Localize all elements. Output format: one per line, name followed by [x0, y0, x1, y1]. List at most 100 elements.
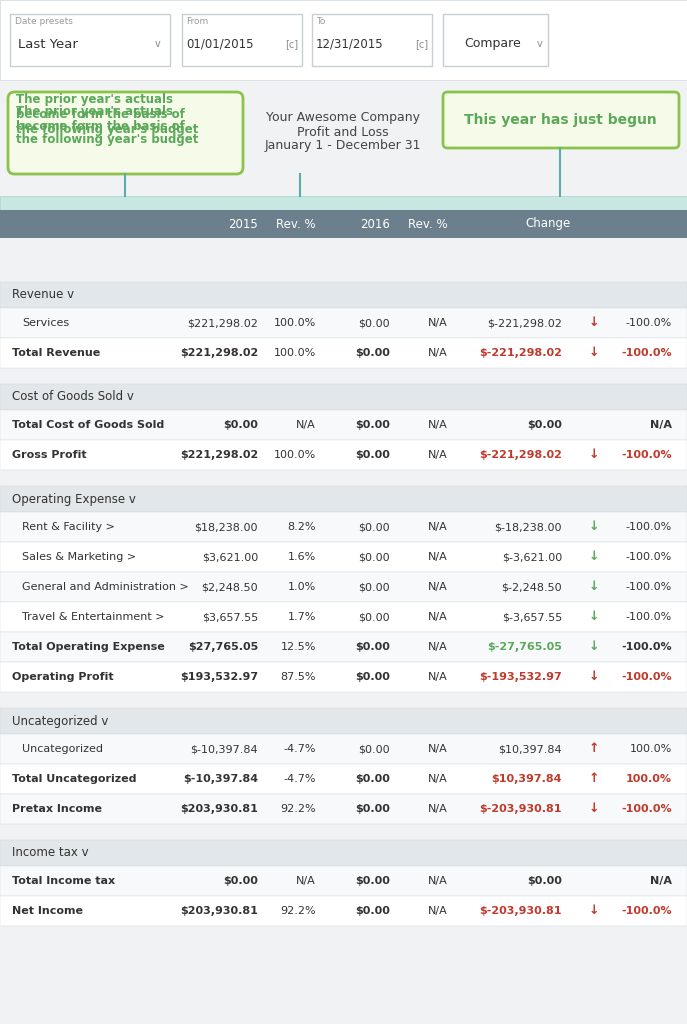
Text: N/A: N/A [296, 420, 316, 430]
Text: Rent & Facility >: Rent & Facility > [22, 522, 115, 532]
Text: [c]: [c] [415, 39, 428, 49]
Bar [0, 734, 687, 764]
Text: $-10,397.84: $-10,397.84 [190, 744, 258, 754]
Text: Uncategorized v: Uncategorized v [12, 715, 109, 727]
Text: Change: Change [526, 217, 571, 230]
Text: $0.00: $0.00 [355, 804, 390, 814]
Bar [312, 14, 432, 66]
Text: [c]: [c] [285, 39, 298, 49]
Text: N/A: N/A [428, 420, 448, 430]
Text: $0.00: $0.00 [355, 774, 390, 784]
Text: $-193,532.97: $-193,532.97 [480, 672, 562, 682]
Text: 12/31/2015: 12/31/2015 [316, 38, 383, 50]
Text: $0.00: $0.00 [527, 876, 562, 886]
Text: $-10,397.84: $-10,397.84 [183, 774, 258, 784]
Text: $0.00: $0.00 [355, 420, 390, 430]
Bar [0, 708, 687, 734]
Text: Gross Profit: Gross Profit [12, 450, 87, 460]
Text: Revenue v: Revenue v [12, 289, 74, 301]
Text: N/A: N/A [428, 672, 448, 682]
Text: $203,930.81: $203,930.81 [180, 906, 258, 916]
Text: To: To [316, 16, 326, 26]
Text: become form the basis of: become form the basis of [16, 120, 185, 132]
Text: Total Cost of Goods Sold: Total Cost of Goods Sold [12, 420, 164, 430]
Bar [0, 308, 687, 338]
Text: $0.00: $0.00 [355, 348, 390, 358]
Text: Profit and Loss: Profit and Loss [297, 126, 389, 138]
Text: $0.00: $0.00 [223, 876, 258, 886]
Text: N/A: N/A [428, 804, 448, 814]
Text: $203,930.81: $203,930.81 [180, 804, 258, 814]
Text: ↓: ↓ [589, 610, 599, 624]
Text: -100.0%: -100.0% [626, 318, 672, 328]
Text: January 1 - December 31: January 1 - December 31 [264, 139, 421, 153]
Text: N/A: N/A [428, 348, 448, 358]
Text: $221,298.02: $221,298.02 [187, 318, 258, 328]
Text: 100.0%: 100.0% [273, 318, 316, 328]
Text: $0.00: $0.00 [359, 552, 390, 562]
Text: Rev. %: Rev. % [276, 217, 316, 230]
Text: 100.0%: 100.0% [630, 744, 672, 754]
Bar [0, 572, 687, 602]
Bar [0, 692, 687, 708]
Text: ↓: ↓ [589, 803, 599, 815]
Text: -100.0%: -100.0% [621, 348, 672, 358]
Bar [0, 440, 687, 470]
Text: N/A: N/A [650, 876, 672, 886]
Text: $221,298.02: $221,298.02 [180, 348, 258, 358]
Text: -4.7%: -4.7% [284, 744, 316, 754]
Text: -100.0%: -100.0% [626, 582, 672, 592]
Text: $0.00: $0.00 [355, 642, 390, 652]
Text: 100.0%: 100.0% [273, 450, 316, 460]
Bar [0, 210, 687, 238]
Text: N/A: N/A [428, 642, 448, 652]
Text: ↓: ↓ [589, 346, 599, 359]
Bar [0, 470, 687, 486]
Text: 2015: 2015 [228, 217, 258, 230]
Bar [0, 926, 687, 1024]
Text: $-203,930.81: $-203,930.81 [480, 804, 562, 814]
Text: $0.00: $0.00 [359, 582, 390, 592]
Text: $-221,298.02: $-221,298.02 [487, 318, 562, 328]
Bar [0, 0, 687, 80]
Text: Total Revenue: Total Revenue [12, 348, 100, 358]
Bar [0, 602, 687, 632]
Text: -100.0%: -100.0% [621, 672, 672, 682]
Text: Income tax v: Income tax v [12, 847, 89, 859]
Bar [0, 764, 687, 794]
Text: -100.0%: -100.0% [626, 522, 672, 532]
Bar [0, 866, 687, 896]
Text: ↑: ↑ [589, 772, 599, 785]
Text: $0.00: $0.00 [223, 420, 258, 430]
Bar [0, 338, 687, 368]
Bar [0, 384, 687, 410]
Text: $-18,238.00: $-18,238.00 [495, 522, 562, 532]
Text: $0.00: $0.00 [359, 522, 390, 532]
Text: Total Uncategorized: Total Uncategorized [12, 774, 137, 784]
Text: Sales & Marketing >: Sales & Marketing > [22, 552, 136, 562]
Text: The prior year's actuals: The prior year's actuals [16, 105, 173, 119]
Text: $10,397.84: $10,397.84 [498, 744, 562, 754]
Text: Net Income: Net Income [12, 906, 83, 916]
Text: -100.0%: -100.0% [621, 450, 672, 460]
Bar [0, 632, 687, 662]
Text: $221,298.02: $221,298.02 [180, 450, 258, 460]
Text: 12.5%: 12.5% [280, 642, 316, 652]
Text: Rev. %: Rev. % [408, 217, 448, 230]
Text: 1.0%: 1.0% [288, 582, 316, 592]
Bar [443, 14, 548, 66]
Text: $-2,248.50: $-2,248.50 [502, 582, 562, 592]
Text: N/A: N/A [296, 876, 316, 886]
Text: $193,532.97: $193,532.97 [180, 672, 258, 682]
Text: 100.0%: 100.0% [273, 348, 316, 358]
Text: N/A: N/A [428, 582, 448, 592]
Text: ↓: ↓ [589, 640, 599, 653]
Text: $2,248.50: $2,248.50 [201, 582, 258, 592]
Text: Operating Expense v: Operating Expense v [12, 493, 136, 506]
Text: This year has just begun: This year has just begun [464, 113, 656, 127]
Text: N/A: N/A [428, 876, 448, 886]
Text: N/A: N/A [428, 906, 448, 916]
Text: $3,657.55: $3,657.55 [202, 612, 258, 622]
Text: $0.00: $0.00 [355, 906, 390, 916]
Text: From: From [186, 16, 208, 26]
